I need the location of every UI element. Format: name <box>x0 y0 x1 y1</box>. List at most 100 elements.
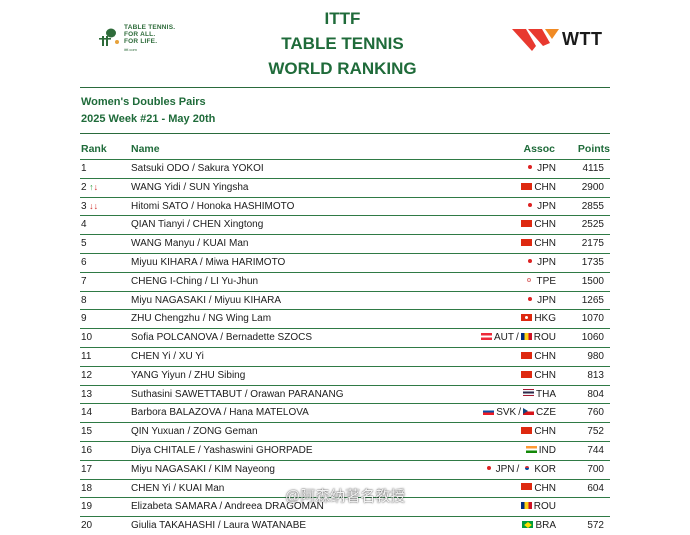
table-row: 15 QIN Yuxuan / ZONG Geman CHN 752 <box>80 422 610 441</box>
flag-chn-icon <box>521 239 533 247</box>
assoc-cell: CHN <box>521 216 556 234</box>
assoc-cell: TPE <box>523 273 556 291</box>
assoc-cell: JPN <box>524 160 556 178</box>
flag-chn-icon <box>521 220 533 228</box>
pair-name: WANG Yidi / SUN Yingsha <box>131 181 249 193</box>
rank-down-icon: ↓↓ <box>89 200 99 211</box>
category-title: Women's Doubles Pairs <box>81 96 206 108</box>
table-row: 8 Miyu NAGASAKI / Miyuu KIHARA JPN 1265 <box>80 290 610 310</box>
rank-cell: 9 <box>81 310 87 328</box>
assoc-code: JPN <box>495 463 515 475</box>
flag-jpn-icon <box>524 257 536 265</box>
assoc-code: CHN <box>534 238 556 250</box>
assoc-cell: CHN <box>521 367 556 385</box>
pair-name: Diya CHITALE / Yashaswini GHORPADE <box>131 444 313 456</box>
rank-cell: 2 ↑↓ <box>81 179 98 197</box>
ranking-table: Rank Name Assoc Points 1 Satsuki ODO / Sa… <box>80 140 610 535</box>
flag-bra-icon <box>522 521 534 528</box>
flag-aut-icon <box>480 333 492 341</box>
assoc-code: JPN <box>537 256 556 268</box>
rank-cell: 12 <box>81 367 92 385</box>
flag-jpn-icon <box>524 295 536 303</box>
title-line-1: ITTF <box>324 9 361 28</box>
rank-number: 17 <box>81 463 93 475</box>
assoc-cell: JPN <box>524 254 556 272</box>
rank-number: 7 <box>81 275 87 287</box>
rank-number: 11 <box>81 350 92 362</box>
ittf-slogan: TABLE TENNIS. FOR ALL. FOR LIFE. <box>124 24 176 45</box>
rank-cell: 7 <box>81 273 87 291</box>
assoc-code: CHN <box>534 181 556 193</box>
rank-number: 14 <box>81 407 93 419</box>
assoc-cell: BRA <box>522 517 556 535</box>
pair-name: Barbora BALAZOVA / Hana MATELOVA <box>131 407 309 419</box>
pair-name: Hitomi SATO / Honoka HASHIMOTO <box>131 200 295 212</box>
ittf-paddle-icon <box>99 28 119 46</box>
points-cell: 804 <box>587 388 604 400</box>
assoc-cell: CHN <box>521 423 556 441</box>
table-body: 1 Satsuki ODO / Sakura YOKOI JPN 4115 2 ↑↓ WA… <box>80 159 610 535</box>
assoc-code: SVK <box>496 407 517 419</box>
table-row: 17 Miyu NAGASAKI / KIM Nayeong JPN / KOR 700 <box>80 459 610 479</box>
rank-number: 8 <box>81 294 87 306</box>
rank-cell: 14 <box>81 404 92 422</box>
rank-number: 3 <box>81 200 87 212</box>
table-row: 1 Satsuki ODO / Sakura YOKOI JPN 4115 <box>80 159 610 178</box>
ittf-url: ittf.com <box>124 47 137 52</box>
rank-cell: 10 <box>81 329 92 347</box>
assoc-cell: CHN <box>521 235 556 253</box>
assoc-code: CHN <box>534 482 556 494</box>
assoc-cell: IND <box>525 442 556 460</box>
pair-name: Miyu NAGASAKI / KIM Nayeong <box>131 463 275 475</box>
points-cell: 980 <box>587 350 604 362</box>
rank-cell: 17 <box>81 461 92 479</box>
header-name: Name <box>131 143 160 155</box>
title-line-3: WORLD RANKING <box>268 59 417 78</box>
points-cell: 572 <box>587 520 604 532</box>
assoc-code: CHN <box>534 219 556 231</box>
points-cell: 2900 <box>581 181 604 193</box>
points-cell: 1500 <box>581 275 604 287</box>
table-row: 4 QIAN Tianyi / CHEN Xingtong CHN 2525 <box>80 215 610 234</box>
flag-chn-icon <box>521 483 533 491</box>
pair-name: Miyu NAGASAKI / Miyuu KIHARA <box>131 294 282 306</box>
pair-name: QIN Yuxuan / ZONG Geman <box>131 426 258 438</box>
pair-name: ZHU Chengzhu / NG Wing Lam <box>131 313 272 325</box>
rank-cell: 19 <box>81 498 92 516</box>
assoc-code: CZE <box>536 407 556 419</box>
points-cell: 2525 <box>581 219 604 231</box>
watermark: @阿森纳著名教授 <box>285 488 406 505</box>
rank-number: 4 <box>81 219 87 231</box>
assoc-cell: THA <box>523 386 556 404</box>
rank-number: 6 <box>81 256 87 268</box>
points-cell: 744 <box>587 444 604 456</box>
assoc-code: HKG <box>534 313 556 325</box>
table-row: 14 Barbora BALAZOVA / Hana MATELOVA SVK / CZ… <box>80 403 610 422</box>
table-row: 6 Miyuu KIHARA / Miwa HARIMOTO JPN 1735 <box>80 252 610 272</box>
assoc-code: TPE <box>536 275 556 287</box>
assoc-separator: / <box>515 332 519 344</box>
table-row: 12 YANG Yiyun / ZHU Sibing CHN 813 <box>80 365 610 385</box>
header: TABLE TENNIS. FOR ALL. FOR LIFE. ittf.co… <box>0 0 690 86</box>
rank-number: 19 <box>81 501 93 513</box>
table-row: 20 Giulia TAKAHASHI / Laura WATANABE BRA 57… <box>80 516 610 535</box>
assoc-code: CHN <box>534 426 556 438</box>
rank-number: 2 <box>81 181 87 193</box>
assoc-cell: JPN <box>524 292 556 310</box>
flag-chn-icon <box>521 427 533 435</box>
assoc-cell: ROU <box>520 498 556 516</box>
pair-name: Miyuu KIHARA / Miwa HARIMOTO <box>131 256 286 268</box>
assoc-code: JPN <box>537 163 556 174</box>
points-cell: 760 <box>587 407 604 419</box>
wtt-logo: WTT <box>512 26 612 52</box>
rank-number: 20 <box>81 520 93 532</box>
flag-rou-icon <box>520 502 532 510</box>
points-cell: 1735 <box>581 256 604 268</box>
flag-jpn-icon <box>482 464 494 472</box>
rank-cell: 8 <box>81 292 87 310</box>
pair-name: WANG Manyu / KUAI Man <box>131 238 249 250</box>
pair-name: Satsuki ODO / Sakura YOKOI <box>131 163 264 174</box>
rank-number: 15 <box>81 426 93 438</box>
pair-name: Sofia POLCANOVA / Bernadette SZOCS <box>131 332 313 344</box>
rank-number: 18 <box>81 482 93 494</box>
